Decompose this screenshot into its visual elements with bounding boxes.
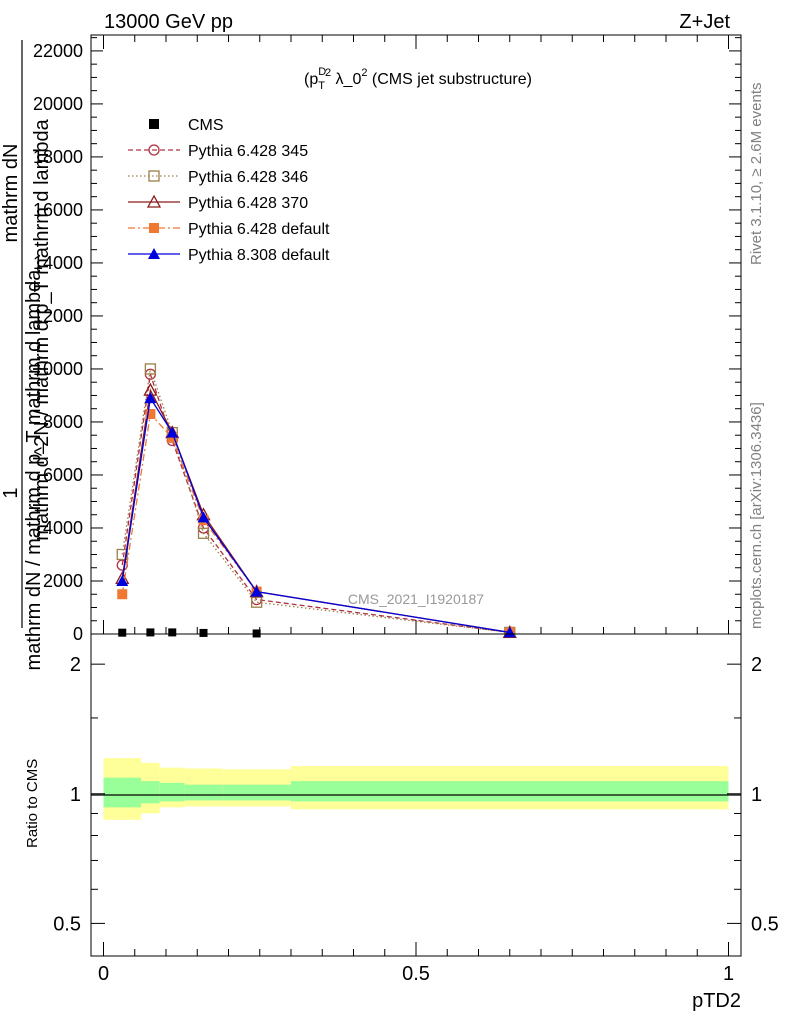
uncertainty-band-inner [291,781,729,802]
main-plot-title: (pD T2 λ_02 (CMS jet substructure) [304,66,532,92]
ratio-plot-frame [90,633,742,957]
legend-entry: Pythia 8.308 default [128,247,330,264]
data-point [116,574,129,586]
y-label-numerator: 1 [0,487,22,498]
y-tick-label: 0 [73,624,83,644]
series-line [121,374,510,634]
y-tick-label: 8000 [43,412,83,432]
legend-entry: CMS [149,117,224,134]
uncertainty-band-inner [103,777,141,808]
mcplots-label: mcplots.cern.ch [arXiv:1306.3436] [748,402,765,629]
data-point [117,589,128,600]
y-tick-label: 10000 [33,359,83,379]
legend-marker [148,144,160,156]
data-point [197,527,210,539]
legend-entry: Pythia 6.428 346 [128,169,308,186]
data-point [168,628,177,637]
data-point [145,409,156,420]
watermark: CMS_2021_I1920187 [348,591,484,607]
series-line [121,396,510,634]
data-point [503,626,516,638]
y-label-part: mathrm dN [0,144,22,243]
x-axis-label: pTD2 [692,990,741,1012]
x-tick-label: 0.5 [402,963,430,985]
x-tick-label: 1 [723,963,734,985]
legend-marker [149,223,159,233]
ratio-y-tick-label: 0.5 [751,913,779,935]
y-tick-label: 20000 [33,94,83,114]
y-label-part: mathrm dN / mathrm d p_T mathrm d lambda [23,269,45,671]
uncertainty-band-inner [184,784,223,801]
legend-marker [149,119,159,129]
data-point [146,628,155,637]
legend-label: Pythia 8.308 default [188,247,330,264]
legend-label: Pythia 6.428 346 [188,169,308,186]
legend-label: Pythia 6.428 default [188,221,330,238]
data-point [167,432,178,443]
ratio-y-tick-label: 1 [751,784,762,806]
ratio-y-tick-label: 1 [70,784,81,806]
y-tick-label: 6000 [43,465,83,485]
y-tick-label: 14000 [33,253,83,273]
data-point [144,392,157,404]
ratio-plot-panel: 0.5 0.5 1 1 2 2 0 0.5 1 Ratio to CMS pTD2 [24,633,779,1012]
legend-label: Pythia 6.428 370 [188,195,308,212]
ratio-y-tick-label: 2 [751,654,762,676]
data-point [199,628,208,637]
legend-label: CMS [188,117,224,134]
data-point [252,629,261,638]
uncertainty-band-inner [141,781,160,804]
y-tick-label: 22000 [33,41,83,61]
ratio-y-tick-label: 0.5 [53,913,81,935]
legend-entry: Pythia 6.428 370 [128,194,308,212]
main-plot-panel: 0 2000 4000 6000 8000 10000 12000 14000 16000 180… [0,34,742,670]
data-point [197,511,210,523]
uncertainty-band-inner [222,784,291,801]
y-tick-label: 18000 [33,147,83,167]
data-point [118,628,127,637]
legend-entry: Pythia 6.428 345 [128,143,308,160]
x-tick-label: 0 [98,963,109,985]
data-point [144,363,157,375]
y-tick-label: 16000 [33,200,83,220]
y-label-part: mathrm d^2N / mathrm d p_T mathrm d lamb… [31,118,53,540]
process-label: Z+Jet [679,11,730,33]
series-line [121,368,510,634]
data-point [116,548,128,561]
legend: CMS Pythia 6.428 345 Pythia 6.428 346 Pythi… [128,117,330,264]
ratio-y-tick-label: 2 [70,654,81,676]
energy-label: 13000 GeV pp [104,11,233,33]
legend-label: Pythia 6.428 345 [188,143,308,160]
ratio-y-axis-label: Ratio to CMS [24,759,41,848]
rivet-label: Rivet 3.1.10, ≥ 2.6M events [748,83,765,266]
uncertainty-band-inner [159,782,185,802]
legend-marker [148,248,160,259]
series-pythia-8-308-default [116,392,516,638]
y-axis-label: 1 mathrm dN mathrm d^2N / mathrm d p_T mat… [0,40,53,670]
data-point [250,585,263,597]
y-tick-label: 4000 [43,518,83,538]
series-cms [118,628,261,638]
series-line [121,412,510,634]
legend-marker [146,194,162,208]
data-point [166,426,179,438]
legend-entry: Pythia 6.428 default [128,221,330,238]
y-tick-label: 12000 [33,306,83,326]
legend-marker [148,170,160,182]
y-tick-label: 2000 [43,571,83,591]
